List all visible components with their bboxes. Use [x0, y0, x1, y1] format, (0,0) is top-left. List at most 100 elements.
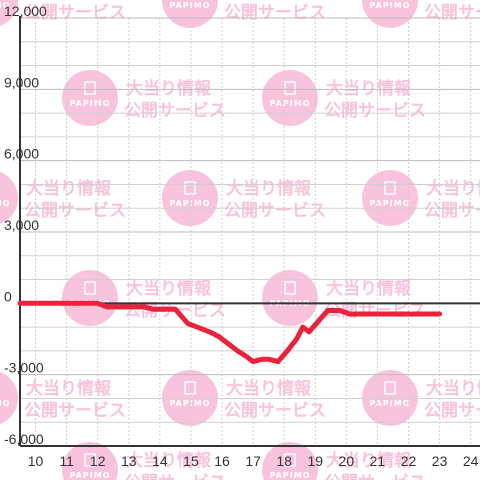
x-tick-label: 15: [183, 453, 199, 469]
x-tick-label: 13: [121, 453, 137, 469]
watermark-logo-circle: [62, 442, 118, 480]
x-tick-label: 12: [90, 453, 106, 469]
watermark-text-line1: 大当り情報: [126, 78, 212, 99]
x-tick-label: 10: [28, 453, 44, 469]
watermark-logo-circle: [262, 70, 318, 126]
watermark-text-line2: 公開サービス: [224, 201, 326, 221]
x-tick-label: 14: [152, 453, 168, 469]
watermark-logo-circle: [62, 270, 118, 326]
watermark-logo-icon: [384, 381, 396, 395]
watermark-text-line1: 大当り情報: [326, 78, 412, 99]
watermark-logo-circle: [0, 171, 18, 225]
x-tick-label: 18: [276, 453, 292, 469]
x-tick-label: 24: [463, 453, 479, 469]
watermark-logo-icon: [384, 181, 396, 195]
watermark-text-line1: 大当り情報: [426, 0, 480, 1]
watermark-logo-icon: [284, 453, 296, 467]
watermark-text-line1: 大当り情報: [126, 450, 212, 471]
x-tick-label: 11: [59, 453, 74, 469]
watermark-logo-text: PAPIMO: [170, 1, 211, 10]
y-tick-label: -3,000: [4, 360, 44, 376]
watermark-text-line2: 公開サービス: [124, 101, 226, 121]
watermark-logo-circle: [0, 371, 18, 425]
watermark-logo-text: PAPIMO: [0, 399, 10, 408]
watermark-logo-icon: [84, 81, 96, 95]
x-tick-label: 17: [245, 453, 261, 469]
watermark-logo-text: PAPIMO: [0, 199, 10, 208]
watermark-logo-circle: [262, 270, 318, 326]
watermark-logo-icon: [84, 453, 96, 467]
x-tick-label: 23: [432, 453, 448, 469]
x-tick-label: 22: [401, 453, 417, 469]
watermark-text-line2: 公開サービス: [24, 201, 126, 221]
watermark-text-line1: 大当り情報: [226, 0, 312, 1]
watermark-logo-icon: [184, 181, 196, 195]
tick-labels-layer: 12,000 9,000 6,000 3,000 0 -3,000 -6,000 10 11 12…: [4, 3, 479, 469]
watermark-logo-circle: [362, 170, 418, 226]
y-tick-label: -6,000: [4, 431, 44, 447]
watermark-text-line1: 大当り情報: [26, 378, 112, 399]
y-tick-label: 0: [4, 288, 12, 304]
watermark-logo-text: PAPIMO: [370, 399, 411, 408]
watermark-logo-icon: [284, 81, 296, 95]
watermark-text-line2: 公開サービス: [224, 3, 326, 23]
watermark-logo-circle: [362, 0, 418, 28]
watermark-text-line1: 大当り情報: [126, 278, 212, 299]
y-tick-label: 9,000: [4, 74, 39, 90]
watermark-logo-text: PAPIMO: [370, 1, 411, 10]
watermark-logo-text: PAPIMO: [70, 471, 111, 480]
watermark-logo-circle: [262, 442, 318, 480]
watermark-text-line2: 公開サービス: [424, 201, 480, 221]
watermark-text-line2: 公開サービス: [324, 473, 426, 480]
watermark-text-line2: 公開サービス: [124, 473, 226, 480]
watermark-text-line1: 大当り情報: [26, 178, 112, 199]
watermark-logo-text: PAPIMO: [370, 199, 411, 208]
watermark-logo-icon: [284, 281, 296, 295]
watermark-text-line1: 大当り情報: [326, 278, 412, 299]
watermark-logo-text: PAPIMO: [170, 399, 211, 408]
y-tick-label: 12,000: [4, 3, 47, 19]
watermark-text-line1: 大当り情報: [426, 378, 480, 399]
watermark-logo-text: PAPIMO: [70, 99, 111, 108]
y-tick-label: 6,000: [4, 146, 39, 162]
watermark-text-line1: 大当り情報: [226, 178, 312, 199]
series-layer: [17, 300, 443, 365]
watermark-logo-icon: [184, 381, 196, 395]
watermark-logo-text: PAPIMO: [170, 199, 211, 208]
x-tick-label: 21: [370, 453, 386, 469]
watermark-logo-circle: [162, 0, 218, 28]
watermark-text-line1: 大当り情報: [26, 0, 112, 1]
x-tick-label: 19: [307, 453, 323, 469]
watermark-logo-circle: [0, 0, 18, 27]
watermark-text-line1: 大当り情報: [226, 378, 312, 399]
watermark-text-line1: 大当り情報: [326, 450, 412, 471]
watermark-logo-circle: [162, 170, 218, 226]
grid-layer: [20, 17, 480, 447]
watermark-logo-circle: [62, 70, 118, 126]
x-tick-label: 20: [339, 453, 355, 469]
watermark-logo-text: PAPIMO: [270, 99, 311, 108]
watermark-text-line2: 公開サービス: [324, 101, 426, 121]
watermark-text-line1: 大当り情報: [426, 178, 480, 199]
x-tick-label: 16: [214, 453, 230, 469]
watermark-text-line2: 公開サービス: [24, 401, 126, 421]
watermark-logo-icon: [84, 281, 96, 295]
watermark-text-line2: 公開サービス: [224, 401, 326, 421]
series-line-0: [17, 300, 443, 365]
watermark-text-line2: 公開サービス: [424, 3, 480, 23]
watermark-logo-text: PAPIMO: [270, 471, 311, 480]
